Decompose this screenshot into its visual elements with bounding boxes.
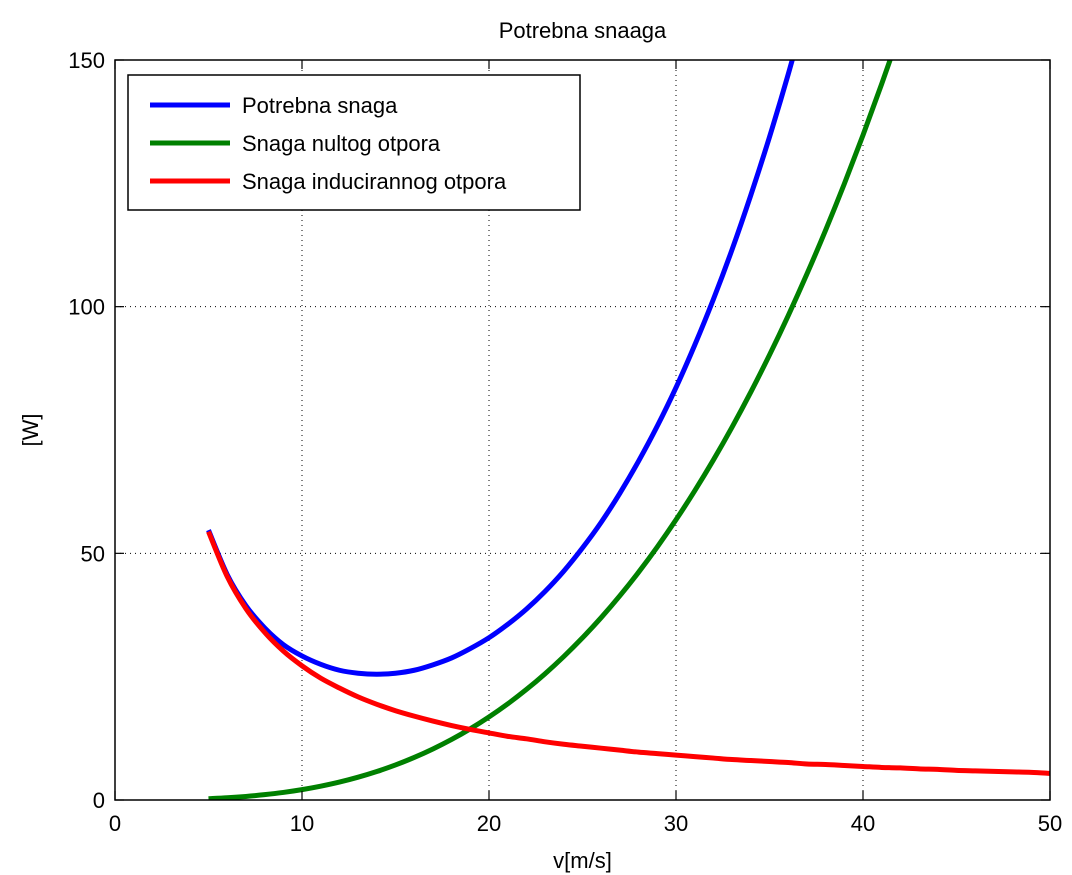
legend-label-2: Snaga inducirannog otpora bbox=[242, 169, 507, 194]
x-tick-label-3: 30 bbox=[664, 811, 688, 836]
series-lines bbox=[206, 60, 1050, 800]
series-line-2 bbox=[206, 530, 1050, 776]
legend-label-1: Snaga nultog otpora bbox=[242, 131, 441, 156]
series-line-1 bbox=[208, 60, 893, 800]
legend: Potrebna snaga Snaga nultog otpora Snaga i… bbox=[127, 74, 581, 211]
y-tick-label-2: 100 bbox=[68, 295, 105, 320]
y-tick-label-0: 0 bbox=[93, 788, 105, 813]
chart-title: Potrebna snaaga bbox=[499, 18, 667, 43]
ticks bbox=[114, 59, 1051, 801]
grid bbox=[115, 60, 1050, 800]
plot-frame bbox=[114, 59, 1051, 801]
x-tick-label-1: 10 bbox=[290, 811, 314, 836]
y-tick-label-3: 150 bbox=[68, 48, 105, 73]
x-tick-label-2: 20 bbox=[477, 811, 501, 836]
x-tick-label-4: 40 bbox=[851, 811, 875, 836]
x-tick-label-5: 50 bbox=[1038, 811, 1062, 836]
x-axis-label: v[m/s] bbox=[553, 848, 612, 873]
series-line-0 bbox=[206, 60, 795, 677]
x-tick-label-0: 0 bbox=[109, 811, 121, 836]
y-tick-label-1: 50 bbox=[81, 541, 105, 566]
tick-labels: 0 10 20 30 40 50 0 50 100 150 bbox=[68, 48, 1062, 836]
y-axis-label: [W] bbox=[18, 414, 43, 447]
legend-label-0: Potrebna snaga bbox=[242, 93, 398, 118]
